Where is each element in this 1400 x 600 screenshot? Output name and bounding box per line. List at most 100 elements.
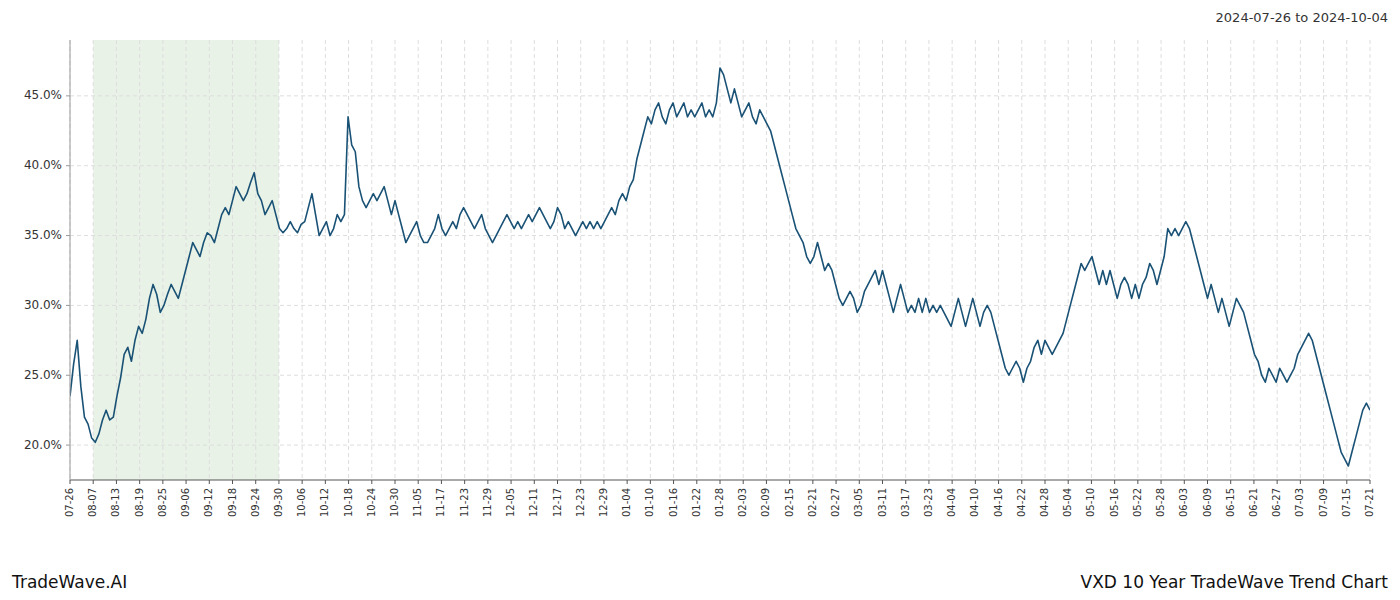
x-tick (278, 480, 279, 484)
y-grid-line (70, 235, 1370, 236)
x-tick (209, 480, 210, 484)
x-grid-line (487, 40, 488, 480)
x-grid-line (1207, 40, 1208, 480)
x-grid-line (511, 40, 512, 480)
x-grid-line (139, 40, 140, 480)
x-grid-line (278, 40, 279, 480)
x-tick (1300, 480, 1301, 484)
x-grid-line (580, 40, 581, 480)
x-tick (743, 480, 744, 484)
x-tick-label: 11-29 (482, 488, 493, 517)
x-grid-line (1184, 40, 1185, 480)
x-grid-line (464, 40, 465, 480)
x-tick (557, 480, 558, 484)
x-grid-line (975, 40, 976, 480)
x-tick (789, 480, 790, 484)
x-tick-label: 07-26 (64, 488, 75, 517)
x-tick-label: 03-17 (900, 488, 911, 517)
x-tick-label: 07-09 (1318, 488, 1329, 517)
x-tick (302, 480, 303, 484)
x-tick (441, 480, 442, 484)
x-grid-line (534, 40, 535, 480)
annotation: TradeWave.AI (11, 572, 127, 592)
x-grid-line (766, 40, 767, 480)
x-tick (1370, 480, 1371, 484)
x-tick (720, 480, 721, 484)
x-grid-line (836, 40, 837, 480)
x-tick (116, 480, 117, 484)
x-tick-label: 05-28 (1155, 488, 1166, 517)
x-tick-label: 05-22 (1132, 488, 1143, 517)
x-tick-label: 02-15 (784, 488, 795, 517)
x-tick-label: 07-15 (1341, 488, 1352, 517)
x-tick-label: 12-29 (598, 488, 609, 517)
x-tick-label: 04-16 (993, 488, 1004, 517)
x-tick (1277, 480, 1278, 484)
x-tick-label: 10-18 (343, 488, 354, 517)
x-grid-line (603, 40, 604, 480)
x-tick (673, 480, 674, 484)
x-grid-line (1370, 40, 1371, 480)
x-grid-line (371, 40, 372, 480)
x-tick (93, 480, 94, 484)
x-grid-line (905, 40, 906, 480)
x-tick (1230, 480, 1231, 484)
x-tick (998, 480, 999, 484)
x-grid-line (70, 40, 71, 480)
x-tick-label: 09-06 (180, 488, 191, 517)
x-tick (1068, 480, 1069, 484)
x-tick (464, 480, 465, 484)
title: VXD 10 Year TradeWave Trend Chart (1081, 572, 1389, 592)
y-tick-label: 40.0% (24, 158, 62, 172)
x-grid-line (1300, 40, 1301, 480)
x-tick (928, 480, 929, 484)
x-tick-label: 11-05 (412, 488, 423, 517)
x-grid-line (209, 40, 210, 480)
x-tick (395, 480, 396, 484)
x-tick (859, 480, 860, 484)
x-tick (1137, 480, 1138, 484)
x-grid-line (952, 40, 953, 480)
x-grid-line (1045, 40, 1046, 480)
x-tick-label: 05-04 (1062, 488, 1073, 517)
y-tick-label: 25.0% (24, 368, 62, 382)
x-grid-line (650, 40, 651, 480)
y-tick (66, 305, 70, 306)
x-grid-line (325, 40, 326, 480)
x-tick (766, 480, 767, 484)
y-tick (66, 235, 70, 236)
x-tick-label: 04-28 (1039, 488, 1050, 517)
x-tick (696, 480, 697, 484)
x-tick-label: 10-30 (389, 488, 400, 517)
x-grid-line (232, 40, 233, 480)
x-grid-line (1021, 40, 1022, 480)
x-grid-line (348, 40, 349, 480)
x-tick-label: 05-16 (1109, 488, 1120, 517)
x-grid-line (1277, 40, 1278, 480)
x-tick-label: 09-12 (203, 488, 214, 517)
x-tick (1021, 480, 1022, 484)
x-tick-label: 12-23 (575, 488, 586, 517)
x-grid-line (928, 40, 929, 480)
trend-line (70, 68, 1370, 466)
x-tick-label: 05-10 (1085, 488, 1096, 517)
axes: 20.0%25.0%30.0%35.0%40.0%45.0%07-2608-07… (24, 40, 1375, 517)
x-grid-line (302, 40, 303, 480)
y-tick-label: 20.0% (24, 438, 62, 452)
x-tick (371, 480, 372, 484)
x-grid-line (186, 40, 187, 480)
x-tick-label: 02-09 (760, 488, 771, 517)
x-tick-label: 04-04 (946, 488, 957, 517)
x-tick (952, 480, 953, 484)
x-grid-line (1230, 40, 1231, 480)
x-tick-label: 06-27 (1271, 488, 1282, 517)
x-grid-line (1253, 40, 1254, 480)
grid (70, 40, 1370, 480)
y-axis-line (70, 40, 71, 480)
x-tick-label: 09-30 (273, 488, 284, 517)
x-tick-label: 11-17 (435, 488, 446, 517)
x-tick (1207, 480, 1208, 484)
x-grid-line (627, 40, 628, 480)
x-tick (1323, 480, 1324, 484)
x-tick-label: 03-11 (877, 488, 888, 517)
